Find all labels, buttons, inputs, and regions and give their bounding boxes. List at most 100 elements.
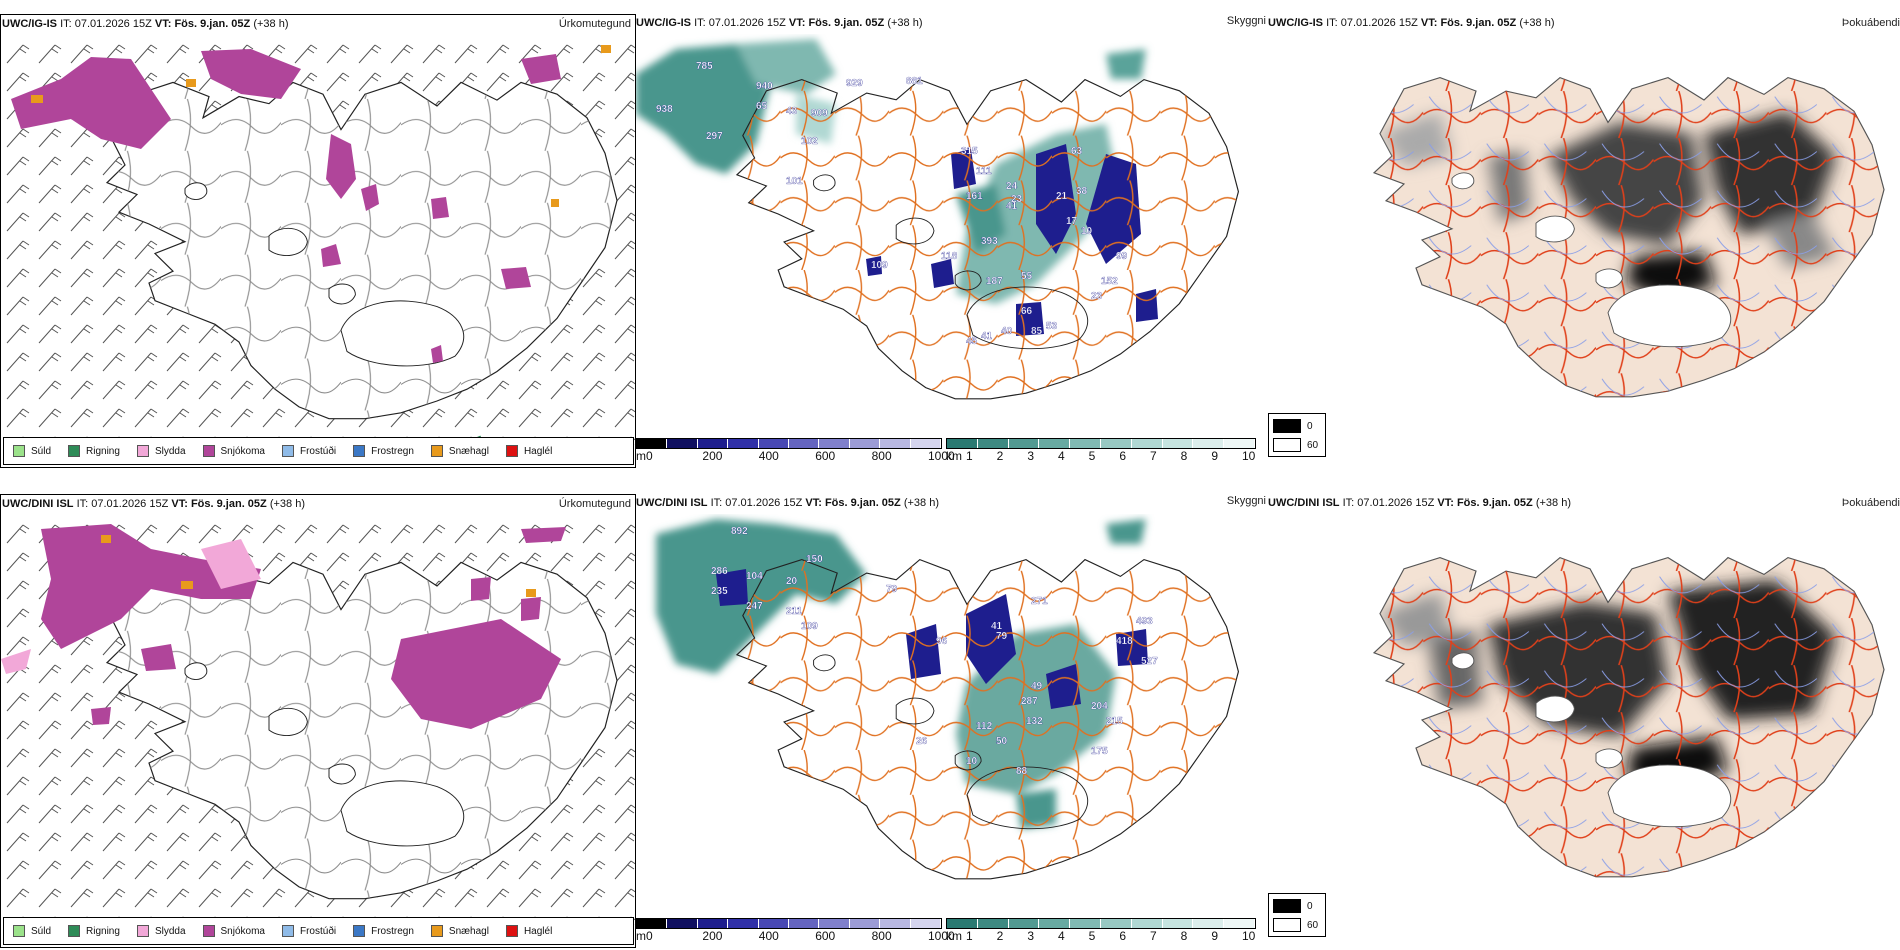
cloud-base-value: 63 <box>1071 146 1083 157</box>
legend-item: Frostúði <box>281 925 336 937</box>
cloud-base-value: 10 <box>1081 226 1093 237</box>
cloud-base-value: 211 <box>786 606 803 617</box>
cloud-base-value: 247 <box>746 601 763 612</box>
legend-label: Snæhagl <box>448 445 489 457</box>
vis-scale-cell <box>1193 919 1225 928</box>
vis-scale-cell <box>1070 439 1101 448</box>
it-label: IT: <box>710 497 723 509</box>
cloud-base-value: 50 <box>996 736 1008 747</box>
cloud-base-value: 20 <box>786 576 798 587</box>
it-value: 07.01.2026 15Z <box>74 18 152 30</box>
vis-scale-tick: 8 <box>1180 449 1188 463</box>
lead-time: (+38 h) <box>253 18 289 30</box>
cloud-scale-cell <box>789 439 820 448</box>
cloud-base-value: 21 <box>1056 191 1068 202</box>
legend-item: Rigning <box>68 445 120 457</box>
legend-swatch <box>68 925 81 937</box>
legend-swatch <box>136 925 149 937</box>
legend-item: Slydda <box>136 925 186 937</box>
fog-legend-item: 0 <box>1273 899 1321 913</box>
panel-title-visibility: Skyggni <box>1226 495 1266 507</box>
vt-value: Fös. 9.jan. 05Z <box>824 497 901 509</box>
legend-swatch <box>281 925 294 937</box>
cloud-scale-tick: 1000 <box>928 929 955 943</box>
cloud-scale-cell <box>728 439 759 448</box>
it-value: 07.01.2026 15Z <box>1340 17 1418 29</box>
cloud-base-value: 132 <box>1026 716 1043 727</box>
vt-value: Fös. 9.jan. 05Z <box>1456 497 1533 509</box>
lead-time: (+38 h) <box>1535 497 1571 509</box>
vis-scale-cell <box>1131 439 1163 448</box>
cloud-scale-cell <box>910 439 942 448</box>
cloud-base-value: 88 <box>1016 766 1028 777</box>
cloud-scale-cell <box>819 919 850 928</box>
vis-scale-cell <box>1039 439 1071 448</box>
model-label: UWC/IG-IS <box>2 18 57 30</box>
vis-scale-tick: 3 <box>1027 929 1035 943</box>
panel-title-precip-type: Úrkomutegund <box>558 498 631 510</box>
cloud-scale-unit: m <box>636 449 646 463</box>
cloud-base-value: 41 <box>1006 201 1018 212</box>
cloud-base-value: 393 <box>981 236 998 247</box>
panel-title-fog: Þokuábendi <box>1841 17 1900 29</box>
fog-legend: 0 60 <box>1268 893 1326 937</box>
cloud-base-value: 45 <box>966 336 978 347</box>
cloud-scale-cell <box>819 439 850 448</box>
fog-map <box>1373 556 1885 878</box>
fog-panel-row-1: UWC/IG-IS IT: 07.01.2026 15Z VT: Fös. 9.… <box>1268 14 1900 466</box>
cloud-base-value: 215 <box>1106 716 1123 727</box>
vis-scale-cell <box>1008 439 1040 448</box>
cloud-scale-cell <box>697 919 729 928</box>
fog-legend-swatch <box>1273 438 1301 452</box>
legend-item: Frostregn <box>353 445 414 457</box>
legend-item: Súld <box>13 445 51 457</box>
vis-scale-cell <box>1162 439 1194 448</box>
fog-panel-row-2: UWC/DINI ISL IT: 07.01.2026 15Z VT: Fös.… <box>1268 494 1900 946</box>
legend-item: Snjókoma <box>202 445 265 457</box>
cloud-base-value: 152 <box>1101 276 1118 287</box>
cloud-base-value: 187 <box>986 276 1003 287</box>
panel-title-visibility: Skyggni <box>1226 15 1266 27</box>
vis-scale-tick: 9 <box>1211 449 1219 463</box>
cloud-base-value: 85 <box>1031 326 1043 337</box>
fog-legend-label: 60 <box>1307 439 1319 451</box>
vt-label: VT: <box>154 18 172 30</box>
precip-type-panel-row-2: UWC/DINI ISL IT: 07.01.2026 15Z VT: Fös.… <box>0 494 636 948</box>
cloud-base-value: 26 <box>916 736 928 747</box>
visibility-scale: km 1 2 3 4 5 6 7 8 9 10 <box>946 438 1256 463</box>
it-label: IT: <box>1342 497 1355 509</box>
model-label: UWC/IG-IS <box>1268 17 1323 29</box>
vis-scale-tick: 10 <box>1242 929 1256 943</box>
it-label: IT: <box>60 18 72 30</box>
cloud-base-value: 118 <box>941 251 958 262</box>
legend-swatch <box>13 925 25 937</box>
cloud-scale-cell <box>758 919 790 928</box>
legend-item: Snjókoma <box>202 925 265 937</box>
it-label: IT: <box>76 498 89 510</box>
cloud-base-value: 150 <box>806 554 823 565</box>
panel-header: UWC/IG-IS IT: 07.01.2026 15Z VT: Fös. 9.… <box>1268 17 1555 29</box>
cloud-base-value: 271 <box>1031 596 1048 607</box>
panel-title-fog: Þokuábendi <box>1841 497 1900 509</box>
visibility-map: 785 940 929 881 938 65 43 909 297 102 101 315 111 24 2… <box>636 39 1239 400</box>
legend-label: Rigning <box>86 925 120 937</box>
vt-label: VT: <box>1420 17 1438 29</box>
fog-legend-label: 0 <box>1307 420 1313 432</box>
cloud-scale-tick: 200 <box>702 449 723 463</box>
cloud-scale-tick: 200 <box>702 929 723 943</box>
vis-scale-unit: km <box>946 929 962 943</box>
vis-scale-tick: 6 <box>1119 929 1127 943</box>
vis-scale-cell <box>1224 919 1255 928</box>
vt-label: VT: <box>788 17 806 29</box>
vis-scale-tick: 7 <box>1150 929 1157 943</box>
it-value: 07.01.2026 15Z <box>725 497 803 509</box>
model-label: UWC/DINI ISL <box>1268 497 1340 509</box>
legend-label: Frostúði <box>299 445 337 457</box>
cloud-base-value: 79 <box>996 631 1008 642</box>
cloud-base-value: 41 <box>991 621 1003 632</box>
fog-legend-swatch <box>1273 419 1301 433</box>
legend-label: Snjókoma <box>220 445 265 457</box>
vis-scale-cell <box>1193 439 1225 448</box>
snow-areas <box>11 49 561 363</box>
cloud-base-value: 43 <box>786 106 798 117</box>
